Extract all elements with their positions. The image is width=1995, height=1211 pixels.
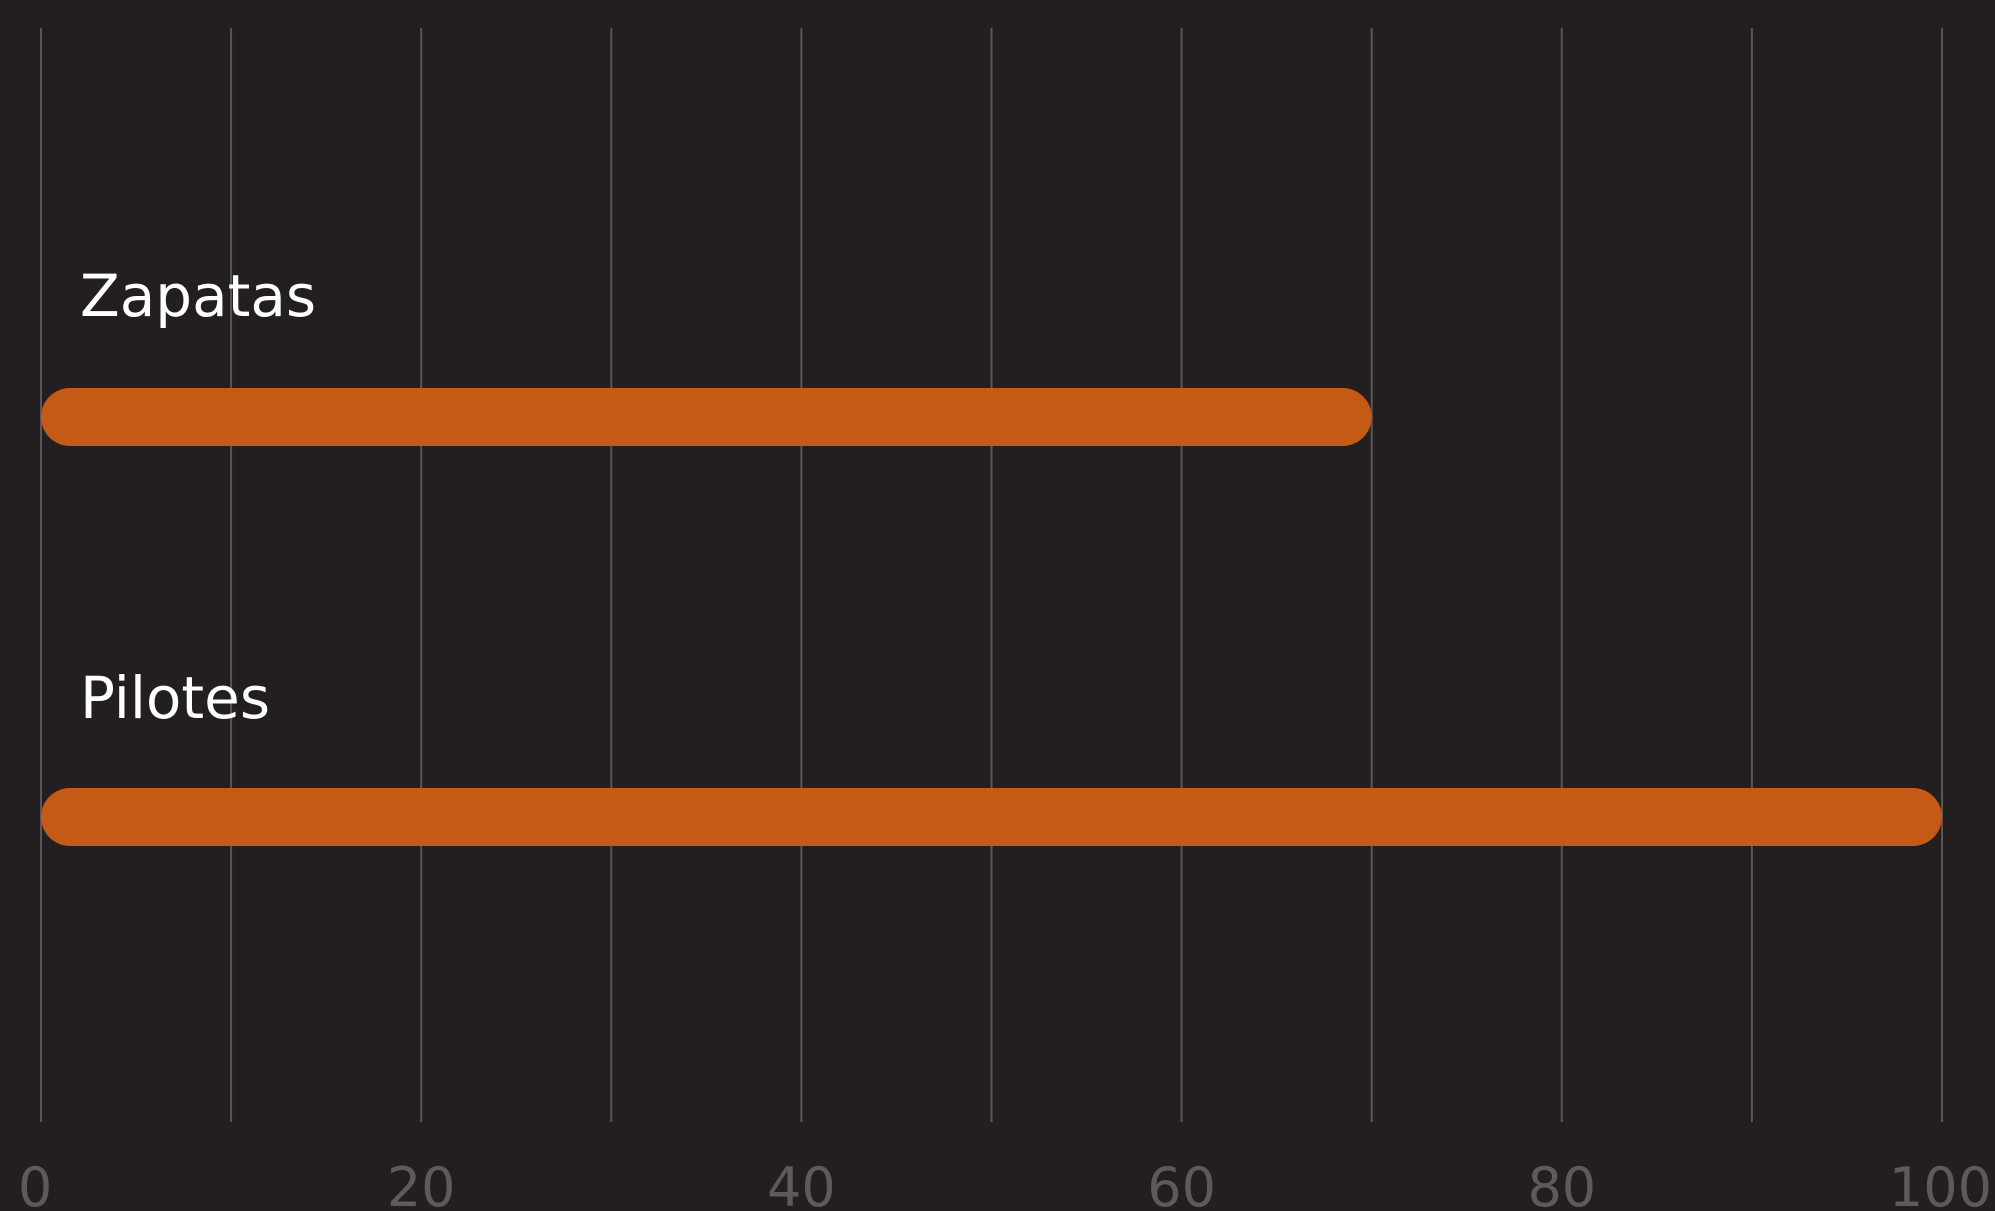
bar-zapatas [41, 388, 1372, 446]
x-tick-label: 0 [18, 1156, 52, 1211]
x-axis-ticks: 0 20 40 60 80 100 [18, 1156, 1992, 1211]
x-tick-label: 100 [1889, 1156, 1992, 1211]
grid-layer [40, 28, 1943, 1122]
x-tick-label: 40 [767, 1156, 836, 1211]
bars-layer [41, 388, 1942, 846]
category-label-zapatas: Zapatas [80, 262, 316, 330]
x-tick-label: 60 [1147, 1156, 1216, 1211]
category-labels: Zapatas Pilotes [80, 262, 316, 732]
bar-pilotes [41, 788, 1942, 846]
category-label-pilotes: Pilotes [80, 664, 270, 732]
x-tick-label: 80 [1527, 1156, 1596, 1211]
x-tick-label: 20 [387, 1156, 456, 1211]
